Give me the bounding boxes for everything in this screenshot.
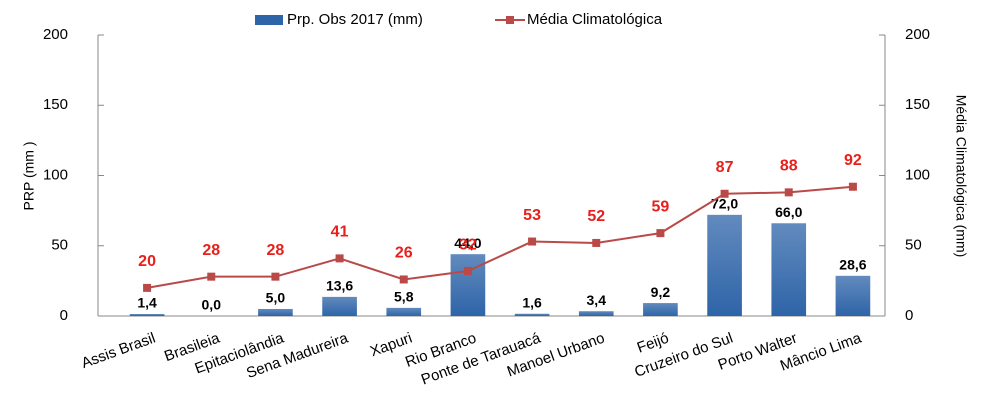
y2-tick-label: 100 (905, 166, 930, 183)
bar-value-label: 1,4 (137, 295, 157, 311)
line-value-label: 92 (844, 152, 862, 169)
bar (835, 275, 871, 316)
y-tick-label: 100 (43, 166, 68, 183)
y2-tick-label: 200 (905, 26, 930, 43)
bar (514, 313, 550, 316)
line-marker (143, 283, 152, 292)
y2-tick-label: 150 (905, 96, 930, 113)
line-marker (335, 254, 344, 263)
y-axis-label: PRP (mm ) (21, 142, 37, 211)
bar (386, 307, 422, 316)
line-marker (848, 182, 857, 191)
line-marker (207, 272, 216, 281)
bar-value-label: 72,0 (711, 196, 738, 212)
y-tick-label: 0 (60, 307, 68, 324)
bar-value-label: 28,6 (839, 257, 866, 273)
x-tick-label: Assis Brasil (79, 330, 158, 372)
bar-value-label: 9,2 (651, 284, 671, 300)
line-marker (528, 237, 537, 246)
y-tick-label: 200 (43, 26, 68, 43)
legend-swatch (506, 16, 514, 24)
y2-tick-label: 0 (905, 307, 913, 324)
line-value-label: 53 (523, 207, 541, 224)
bar-value-label: 44,0 (454, 235, 481, 251)
bar (771, 223, 807, 316)
line-value-label: 59 (652, 198, 670, 215)
legend-label: Média Climatológica (527, 11, 663, 28)
bar-value-label: 3,4 (587, 292, 607, 308)
bar (578, 311, 614, 316)
bar (643, 303, 678, 316)
bar-value-label: 13,6 (326, 278, 353, 294)
line-marker (656, 229, 665, 238)
line (146, 185, 854, 289)
line-value-label: 52 (587, 208, 605, 225)
y-tick-label: 150 (43, 96, 68, 113)
bar (322, 296, 357, 316)
line-marker (463, 267, 472, 276)
line-value-label: 32 (459, 236, 477, 253)
legend-label: Prp. Obs 2017 (mm) (287, 11, 423, 28)
bar (129, 314, 165, 316)
line-value-label: 28 (267, 242, 285, 259)
bar-value-label: 5,8 (394, 289, 414, 305)
bar (707, 214, 742, 316)
y2-tick-label: 50 (905, 237, 922, 254)
bar-value-label: 0,0 (202, 297, 222, 313)
line-value-label: 20 (138, 253, 156, 270)
line-marker (271, 272, 280, 281)
line-value-label: 87 (716, 159, 734, 176)
y2-axis-label: Média Climatológica (mm) (953, 95, 969, 258)
y-tick-label: 50 (51, 237, 68, 254)
line-marker (399, 275, 408, 284)
legend-swatch (255, 15, 283, 25)
bar-value-label: 1,6 (522, 294, 542, 310)
line-marker (592, 238, 601, 247)
line-marker (784, 188, 793, 197)
bar (258, 308, 293, 316)
bar-value-label: 66,0 (775, 204, 802, 220)
line-value-label: 28 (202, 242, 220, 259)
line-marker (720, 189, 729, 198)
line-value-label: 41 (331, 224, 349, 241)
line-value-label: 88 (780, 158, 798, 175)
bar-value-label: 5,0 (266, 290, 286, 306)
bar (450, 254, 486, 316)
line-value-label: 26 (395, 245, 413, 262)
